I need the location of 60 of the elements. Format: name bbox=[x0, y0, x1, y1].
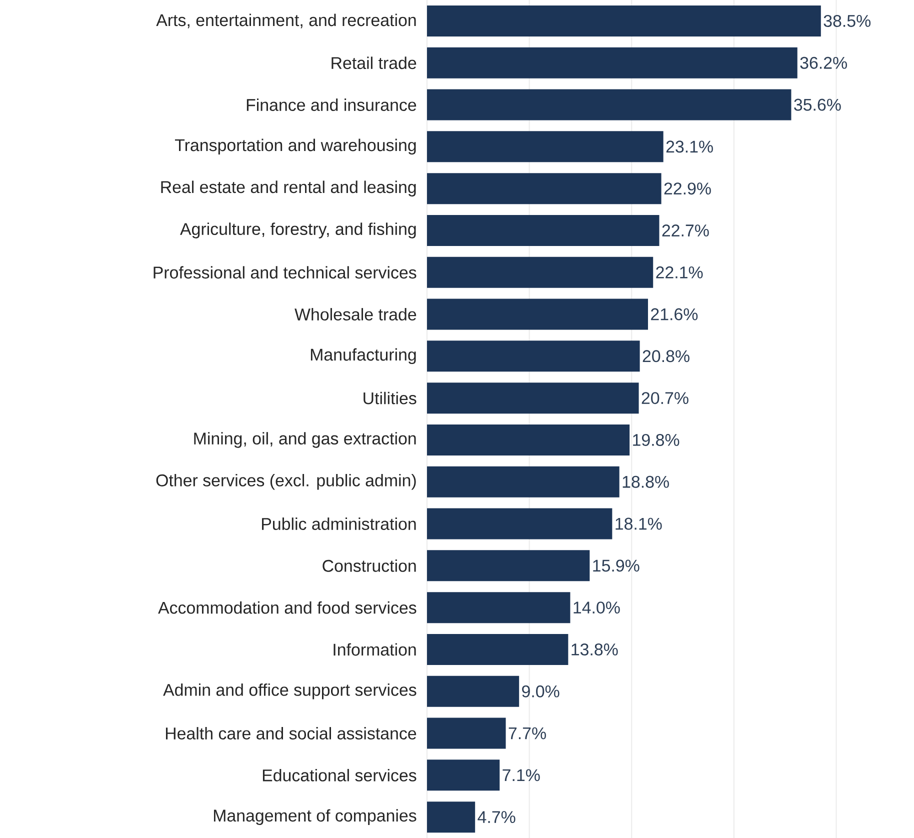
y-tick-label: Information bbox=[334, 643, 416, 656]
data-label: 20.8% bbox=[642, 350, 690, 362]
bar bbox=[426, 634, 568, 665]
bar bbox=[426, 550, 590, 582]
data-label: 20.7% bbox=[642, 392, 688, 404]
data-label: 22.1% bbox=[656, 266, 703, 278]
data-label: 23.1% bbox=[666, 140, 713, 153]
data-label: 18.1% bbox=[616, 518, 662, 530]
y-tick-label: Other services (excl. public admin) bbox=[156, 474, 416, 490]
y-tick-label: Utilities bbox=[364, 392, 416, 404]
data-label: 13.8% bbox=[572, 643, 618, 656]
y-tick-label: Retail trade bbox=[332, 56, 416, 70]
y-tick-label: Wholesale trade bbox=[294, 308, 416, 320]
bar bbox=[426, 508, 612, 540]
y-tick-label: Educational services bbox=[262, 768, 416, 782]
data-label: 36.2% bbox=[800, 56, 847, 69]
data-label: 18.8% bbox=[622, 476, 669, 488]
y-tick-label: Construction bbox=[322, 559, 416, 572]
bar bbox=[426, 676, 520, 707]
data-label: 35.6% bbox=[794, 98, 841, 111]
y-tick-label: Arts, entertainment, and recreation bbox=[156, 14, 416, 28]
bar bbox=[426, 466, 620, 498]
y-tick-label: Finance and insurance bbox=[246, 98, 416, 111]
bar bbox=[426, 382, 639, 414]
data-label: 15.9% bbox=[593, 560, 640, 572]
y-tick-label: Management of companies bbox=[214, 809, 416, 825]
y-tick-label: Manufacturing bbox=[310, 348, 416, 364]
bar bbox=[426, 718, 506, 749]
data-label: 21.6% bbox=[651, 308, 698, 320]
data-label: 4.7% bbox=[478, 811, 516, 823]
data-label: 22.9% bbox=[664, 182, 711, 195]
data-label: 9.0% bbox=[522, 685, 560, 698]
y-tick-label: Health care and social assistance bbox=[166, 727, 416, 740]
bar bbox=[426, 214, 660, 246]
bar bbox=[426, 298, 648, 330]
data-label: 7.7% bbox=[508, 727, 546, 740]
bar bbox=[426, 131, 664, 162]
y-tick-label: Admin and office support services bbox=[163, 683, 416, 700]
bar bbox=[426, 256, 654, 288]
y-tick-label: Professional and technical services bbox=[154, 266, 416, 279]
bar bbox=[426, 760, 500, 791]
y-tick-label: Agriculture, forestry, and fishing bbox=[180, 222, 416, 238]
bar bbox=[426, 802, 476, 833]
bar bbox=[426, 173, 662, 204]
bar bbox=[426, 5, 821, 36]
data-label: 7.1% bbox=[502, 769, 540, 782]
bar bbox=[426, 592, 570, 624]
data-label: 14.0% bbox=[574, 602, 620, 614]
y-tick-label: Transportation and warehousing bbox=[174, 138, 416, 155]
y-tick-label: Real estate and rental and leasing bbox=[161, 180, 416, 196]
data-label: 38.5% bbox=[824, 14, 871, 27]
y-tick-label: Public administration bbox=[262, 518, 416, 530]
data-label: 19.8% bbox=[633, 434, 680, 446]
bar bbox=[426, 340, 640, 372]
y-tick-label: Accommodation and food services bbox=[158, 601, 416, 614]
y-tick-label: Mining, oil, and gas extraction bbox=[194, 432, 416, 448]
data-label: 22.7% bbox=[662, 224, 709, 236]
bar bbox=[426, 424, 630, 456]
bar bbox=[426, 89, 792, 120]
bar bbox=[426, 47, 798, 78]
